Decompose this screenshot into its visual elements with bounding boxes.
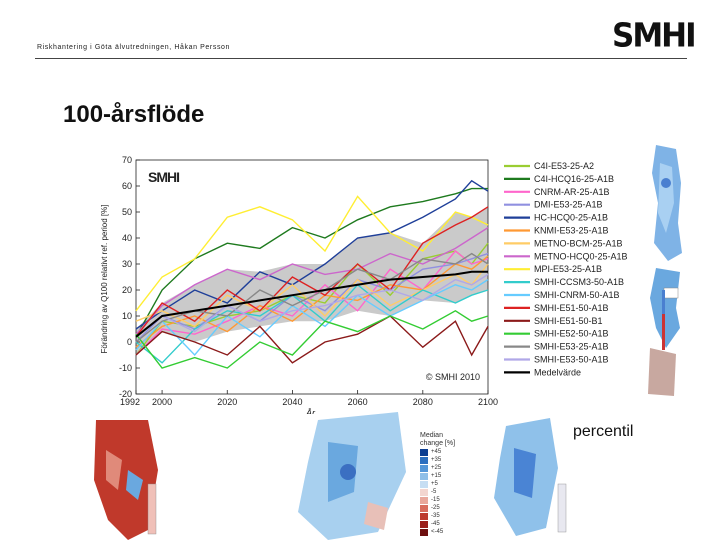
- y-tick-label: -10: [119, 363, 132, 373]
- x-tick-label: 2060: [348, 397, 368, 407]
- series-line: [135, 315, 489, 364]
- map-right-top: [652, 145, 682, 261]
- header-org-line: Riskhantering i Göta älvutredningen, Håk…: [37, 44, 231, 51]
- legend-label: CNRM-AR-25-A1B: [534, 187, 610, 197]
- y-tick-label: 0: [127, 337, 132, 347]
- percentil-label: percentil: [573, 423, 634, 440]
- legend-swatch: [420, 520, 428, 528]
- x-tick-label: 2040: [282, 397, 302, 407]
- legend-value: +25: [431, 465, 442, 471]
- series-line: [135, 309, 489, 369]
- legend-entry: -25: [420, 504, 466, 512]
- legend-swatch: [420, 528, 428, 536]
- plot-frame: [135, 159, 489, 395]
- legend-entry: +5: [420, 480, 466, 488]
- x-tick-label: 2000: [152, 397, 172, 407]
- legend-swatch: [420, 488, 428, 496]
- series-line: [135, 273, 489, 338]
- spread-band: [136, 206, 488, 355]
- legend-label: C4I-HCQ16-25-A1B: [534, 174, 614, 184]
- legend-swatch: [420, 464, 428, 472]
- legend-value: -5: [431, 489, 437, 495]
- q100-change-chart: -20 -10 0 10 20 30 40 50 60 70 1992 2000 2020 2040 206…: [95, 152, 640, 414]
- x-tick-label: 2080: [413, 397, 433, 407]
- copyright-label: © SMHI 2010: [426, 372, 480, 382]
- y-tick-label: 60: [122, 181, 132, 191]
- legend-swatch: [420, 456, 428, 464]
- series-line: [135, 179, 489, 330]
- legend-value: +15: [431, 473, 442, 479]
- legend-label: SMHI-E52-50-A1B: [534, 329, 609, 339]
- y-tick-label: -20: [119, 389, 132, 399]
- map-bottom-left: [94, 420, 158, 540]
- legend-value: +5: [431, 481, 438, 487]
- legend-swatch: [420, 472, 428, 480]
- y-tick-label: 30: [122, 259, 132, 269]
- x-axis-label: År: [305, 408, 316, 414]
- x-tick-label: 2020: [217, 397, 237, 407]
- smhi-logo: SMHI: [612, 17, 697, 55]
- header-divider: [35, 58, 687, 59]
- median-change-legend: Median change [%] +45 +35 +25 +15 +5 -5 -15 -25…: [420, 432, 466, 536]
- y-tick-label: 70: [122, 155, 132, 165]
- legend-swatch: [420, 504, 428, 512]
- map-right-mid: [648, 268, 680, 396]
- series-line: [135, 195, 489, 312]
- legend-label: MPI-E53-25-A1B: [534, 264, 602, 274]
- map-bottom-middle: [298, 412, 406, 540]
- legend-label: Medelvärde: [534, 367, 581, 377]
- legend-label: SMHI-E51-50-A1B: [534, 303, 609, 313]
- series-line: [135, 270, 488, 338]
- y-tick-label: 20: [122, 285, 132, 295]
- legend-swatch: [420, 496, 428, 504]
- legend-entry: +45: [420, 448, 466, 456]
- legend-value: -45: [431, 521, 440, 527]
- legend-label: C4I-E53-25-A2: [534, 161, 594, 171]
- legend-value: -35: [431, 513, 440, 519]
- y-tick-label: 50: [122, 207, 132, 217]
- legend-label: SMHI-E53-50-A1B: [534, 355, 609, 365]
- legend-value: -15: [431, 497, 440, 503]
- legend-label: SMHI-CCSM3-50-A1B: [534, 277, 624, 287]
- legend-value: +45: [431, 449, 442, 455]
- legend-label: METNO-HCQ0-25-A1B: [534, 251, 628, 261]
- series-line: [135, 250, 489, 356]
- map-bottom-right: [494, 418, 567, 536]
- legend-label: METNO-BCM-25-A1B: [534, 238, 623, 248]
- y-axis-label: Förändring av Q100 relativt ref. period …: [100, 205, 109, 354]
- legend-entry: +35: [420, 456, 466, 464]
- legend-label: SMHI-CNRM-50-A1B: [534, 290, 620, 300]
- x-tick-label: 2100: [478, 397, 498, 407]
- legend-label: SMHI-E53-25-A1B: [534, 342, 609, 352]
- legend-label: DMI-E53-25-A1B: [534, 200, 603, 210]
- y-tick-label: 40: [122, 233, 132, 243]
- legend-swatch: [420, 512, 428, 520]
- legend-entry: -5: [420, 488, 466, 496]
- legend-label: HC-HCQ0-25-A1B: [534, 213, 608, 223]
- legend-swatch: [420, 480, 428, 488]
- legend-label: SMHI-E51-50-B1: [534, 316, 603, 326]
- series-line: [135, 227, 489, 335]
- legend-entry: <-45: [420, 528, 466, 536]
- legend-swatch: [420, 448, 428, 456]
- legend-value: -25: [431, 505, 440, 511]
- legend-entry: +15: [420, 472, 466, 480]
- legend-label: KNMI-E53-25-A1B: [534, 226, 609, 236]
- legend-entry: -15: [420, 496, 466, 504]
- legend-entry: -35: [420, 512, 466, 520]
- legend-value: +35: [431, 457, 442, 463]
- series-line: [135, 206, 489, 338]
- legend-entry: +25: [420, 464, 466, 472]
- series-line: [135, 279, 489, 357]
- x-tick-label: 1992: [120, 397, 140, 407]
- legend-entry: -45: [420, 520, 466, 528]
- slide-title: 100-årsflöde: [63, 101, 205, 128]
- median-change-title: Median change [%]: [420, 432, 456, 447]
- chart-logo: SMHI: [148, 169, 179, 185]
- y-tick-label: 10: [122, 311, 132, 321]
- legend-value: <-45: [431, 529, 444, 535]
